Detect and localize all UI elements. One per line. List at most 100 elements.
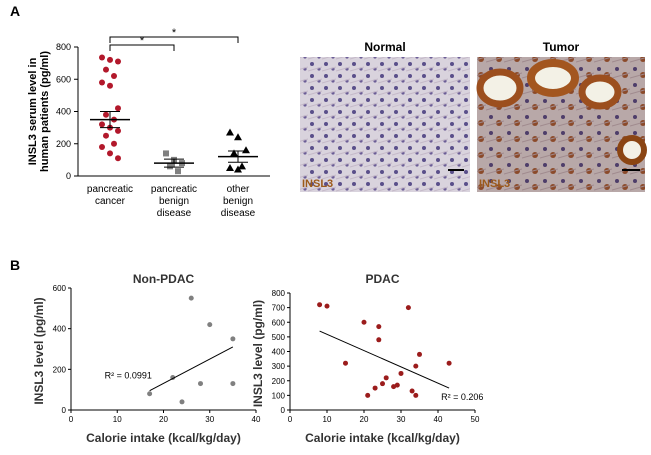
point xyxy=(163,150,169,157)
point xyxy=(103,111,109,118)
error-bar xyxy=(100,111,120,129)
y-tick-label: 400 xyxy=(56,107,71,117)
point xyxy=(376,337,382,343)
point xyxy=(103,66,109,73)
y-tick-label: 800 xyxy=(272,289,286,298)
micrograph xyxy=(300,57,470,192)
y-tick-label: 300 xyxy=(272,362,286,371)
y-tick-label: 600 xyxy=(272,318,286,327)
x-tick-label: pancreatic benign disease xyxy=(151,184,197,219)
image-title: Normal xyxy=(364,40,405,54)
panel-letter: A xyxy=(10,3,20,19)
x-axis-label: Calorie intake (kcal/kg/day) xyxy=(305,431,460,445)
point xyxy=(99,79,105,86)
x-tick-label: 30 xyxy=(205,415,214,424)
point xyxy=(115,127,121,134)
y-axis-label: INSL3 serum level in xyxy=(27,57,39,165)
point xyxy=(413,392,419,398)
y-tick-label: 200 xyxy=(53,365,67,374)
y-tick-label: 200 xyxy=(272,377,286,386)
y-tick-label: 0 xyxy=(281,406,286,415)
point xyxy=(107,56,113,63)
y-tick-label: 0 xyxy=(62,406,67,415)
point xyxy=(99,54,105,61)
point xyxy=(372,385,378,391)
point xyxy=(99,143,105,150)
error-bar xyxy=(164,158,184,168)
significance-label: * xyxy=(140,35,145,47)
x-tick-label: 0 xyxy=(288,415,293,424)
point xyxy=(409,388,415,394)
y-axis-label: INSL3 level (pg/ml) xyxy=(251,300,265,407)
x-tick-label: 40 xyxy=(434,415,443,424)
x-tick-label: 20 xyxy=(360,415,369,424)
trend-line xyxy=(319,330,450,389)
panel-letter: B xyxy=(10,257,20,273)
y-axis-label: INSL3 level (pg/ml) xyxy=(32,297,46,404)
y-tick-label: 400 xyxy=(53,325,67,334)
point xyxy=(380,381,385,387)
x-tick-label: 10 xyxy=(323,415,332,424)
significance-bracket xyxy=(109,36,239,43)
point xyxy=(175,168,181,175)
point xyxy=(446,360,452,366)
point xyxy=(238,162,246,170)
y-tick-label: 700 xyxy=(272,304,286,313)
x-tick-label: 40 xyxy=(252,415,261,424)
point xyxy=(365,392,371,398)
significance-label: * xyxy=(172,27,177,39)
x-axis-label: Calorie intake (kcal/kg/day) xyxy=(86,431,241,445)
point xyxy=(226,128,234,136)
image-label: INSL3 xyxy=(479,178,510,190)
point xyxy=(242,146,250,154)
point xyxy=(115,58,121,65)
point xyxy=(111,73,117,80)
y-tick-label: 800 xyxy=(56,42,71,52)
point xyxy=(107,150,113,157)
x-tick-label: 30 xyxy=(397,415,406,424)
point xyxy=(230,149,238,157)
x-tick-label: other benign disease xyxy=(221,184,256,219)
point xyxy=(103,132,109,139)
y-tick-label: 0 xyxy=(66,171,71,181)
point xyxy=(230,336,236,342)
point xyxy=(383,375,389,381)
point xyxy=(317,302,323,308)
y-tick-label: 400 xyxy=(272,348,286,357)
point xyxy=(234,165,242,173)
y-tick-label: 600 xyxy=(53,284,67,293)
point xyxy=(115,105,121,112)
x-tick-label: 0 xyxy=(69,415,74,424)
point xyxy=(405,305,411,311)
point xyxy=(413,363,419,369)
x-tick-label: 20 xyxy=(159,415,168,424)
chart-title: PDAC xyxy=(365,272,399,286)
point xyxy=(230,381,236,387)
y-tick-label: 500 xyxy=(272,333,286,342)
point xyxy=(99,121,105,128)
x-tick-label: 10 xyxy=(113,415,122,424)
y-tick-label: 200 xyxy=(56,139,71,149)
point xyxy=(361,319,367,325)
chart-title: Non-PDAC xyxy=(133,272,195,286)
point xyxy=(324,303,330,309)
image-label: INSL3 xyxy=(302,178,333,190)
error-bar xyxy=(228,150,248,163)
point xyxy=(343,360,348,366)
point xyxy=(394,382,400,388)
point xyxy=(207,322,213,328)
y-tick-label: 600 xyxy=(56,74,71,84)
point xyxy=(107,82,113,89)
point xyxy=(111,140,117,147)
image-title: Tumor xyxy=(543,40,580,54)
x-tick-label: pancreatic cancer xyxy=(87,184,133,207)
point xyxy=(179,399,185,405)
point xyxy=(398,370,404,376)
micrograph xyxy=(476,57,647,192)
point xyxy=(417,351,422,357)
point xyxy=(226,163,234,171)
trend-line xyxy=(149,346,234,392)
significance-bracket xyxy=(109,44,175,51)
point xyxy=(115,155,121,162)
